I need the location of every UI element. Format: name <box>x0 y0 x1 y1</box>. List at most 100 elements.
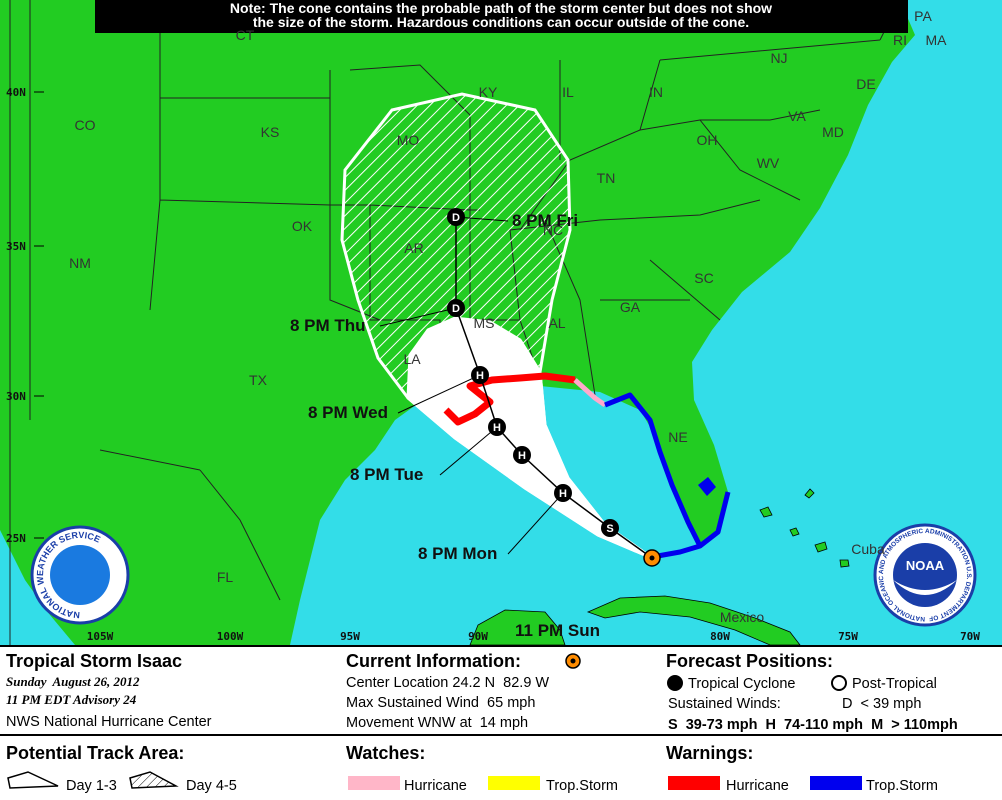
current-icon-dot <box>570 658 576 664</box>
forecast-marker <box>554 484 572 502</box>
current-position-dot <box>649 555 655 561</box>
nws-logo-inner <box>50 545 110 605</box>
forecast-time-label: 8 PM Thu <box>290 316 366 335</box>
place-label: SC <box>694 270 713 286</box>
hurricane-watch-swatch <box>348 776 400 790</box>
note-box <box>95 0 908 33</box>
ocean <box>0 530 75 645</box>
trop-storm-warning <box>604 392 731 560</box>
forecast-letter: H <box>476 370 484 382</box>
current-line: Max Sustained Wind 65 mph <box>346 695 535 711</box>
noaa-logo-text: NOAA <box>906 558 945 573</box>
place-label: DE <box>856 76 875 92</box>
place-label: FL <box>217 569 234 585</box>
place-label: Cuba <box>851 541 885 557</box>
forecast-time-label: 8 PM Wed <box>308 403 388 422</box>
advisory-date: Sunday August 26, 2012 <box>6 674 140 689</box>
wind-d: D < 39 mph <box>842 696 921 712</box>
place-label: WV <box>757 155 780 171</box>
place-label: MA <box>926 32 948 48</box>
longitude-label: 75W <box>838 630 858 643</box>
forecast-time-label: 8 PM Mon <box>418 544 497 563</box>
place-label: GA <box>620 299 641 315</box>
place-label: CT <box>236 27 255 43</box>
place-label: IN <box>649 84 663 100</box>
forecast-time-label: 8 PM Fri <box>512 211 578 230</box>
latitude-label: 40N <box>6 86 26 99</box>
watch-hurricane-label: Hurricane <box>404 778 467 794</box>
place-label: NM <box>69 255 91 271</box>
place-label: IL <box>562 84 574 100</box>
warning-hurricane-label: Hurricane <box>726 778 789 794</box>
watches-title: Watches: <box>346 743 425 763</box>
hurricane-watch <box>573 378 607 408</box>
place-label: Baha <box>0 0 17 3</box>
forecast-letter: H <box>518 450 526 462</box>
label-leader <box>507 492 564 555</box>
issuer: NWS National Hurricane Center <box>6 714 212 730</box>
longitude-label: 95W <box>340 630 360 643</box>
day45-icon <box>129 771 179 789</box>
forecast-letter: S <box>606 523 613 535</box>
forecast-letter: D <box>452 303 460 315</box>
storm-name: Tropical Storm Isaac <box>6 651 182 671</box>
place-label: TX <box>249 372 268 388</box>
place-label: TN <box>597 170 616 186</box>
place-label: KY <box>479 84 498 100</box>
place-label: MS <box>474 315 495 331</box>
tropical-icon <box>667 675 683 691</box>
current-time-label: 11 PM Sun <box>515 621 600 640</box>
forecast-letter: D <box>452 212 460 224</box>
place-label: VA <box>788 108 806 124</box>
place-label: KS <box>261 124 280 140</box>
latitude-label: 25N <box>6 532 26 545</box>
place-label: NC <box>543 222 563 238</box>
bahamas <box>759 488 850 568</box>
longitude-label: 105W <box>87 630 114 643</box>
place-label: PA <box>914 8 932 24</box>
place-label: RI <box>893 32 907 48</box>
forecast-marker <box>601 519 619 537</box>
place-label: Mexico <box>720 609 765 625</box>
trop-storm-warning-swatch <box>810 776 862 790</box>
forecast-marker <box>488 418 506 436</box>
forecast-time-label: 8 PM Tue <box>350 465 423 484</box>
warnings-title: Warnings: <box>666 743 753 763</box>
place-label: OH <box>697 132 718 148</box>
day45-label: Day 4-5 <box>186 778 237 794</box>
label-leader <box>379 307 457 327</box>
forecast-marker <box>513 446 531 464</box>
place-label: OK <box>292 218 313 234</box>
note-line: the size of the storm. Hazardous conditi… <box>253 14 749 30</box>
ocean <box>900 0 1002 35</box>
noaa-bird <box>893 580 957 595</box>
place-label: NJ <box>770 50 787 66</box>
hurricane-warning <box>443 372 576 426</box>
winds-label: Sustained Winds: <box>668 696 781 712</box>
cone-day13 <box>406 316 653 560</box>
place-label: AR <box>404 240 423 256</box>
hurricane-warning-swatch <box>668 776 720 790</box>
advisory-number: 11 PM EDT Advisory 24 <box>6 692 137 707</box>
trop-storm-watch-swatch <box>488 776 540 790</box>
legend-panel <box>0 645 1002 800</box>
forecast-track <box>455 217 653 559</box>
post-tropical-label: Post-Tropical <box>852 676 937 692</box>
forecast-letter: H <box>493 422 501 434</box>
track-title: Potential Track Area: <box>6 743 184 763</box>
place-label: MD <box>822 124 844 140</box>
tropical-label: Tropical Cyclone <box>688 676 795 692</box>
place-label: LA <box>403 351 421 367</box>
latitude-label: 35N <box>6 240 26 253</box>
lake-okeechobee <box>698 477 716 496</box>
post-tropical-icon <box>831 675 847 691</box>
current-title: Current Information: <box>346 651 521 671</box>
note-line: Note: The cone contains the probable pat… <box>230 0 772 16</box>
place-label: AL <box>548 315 565 331</box>
latitude-label: 30N <box>6 390 26 403</box>
label-leader <box>439 426 498 476</box>
noaa-logo-inner <box>893 543 957 607</box>
longitude-label: 80W <box>710 630 730 643</box>
